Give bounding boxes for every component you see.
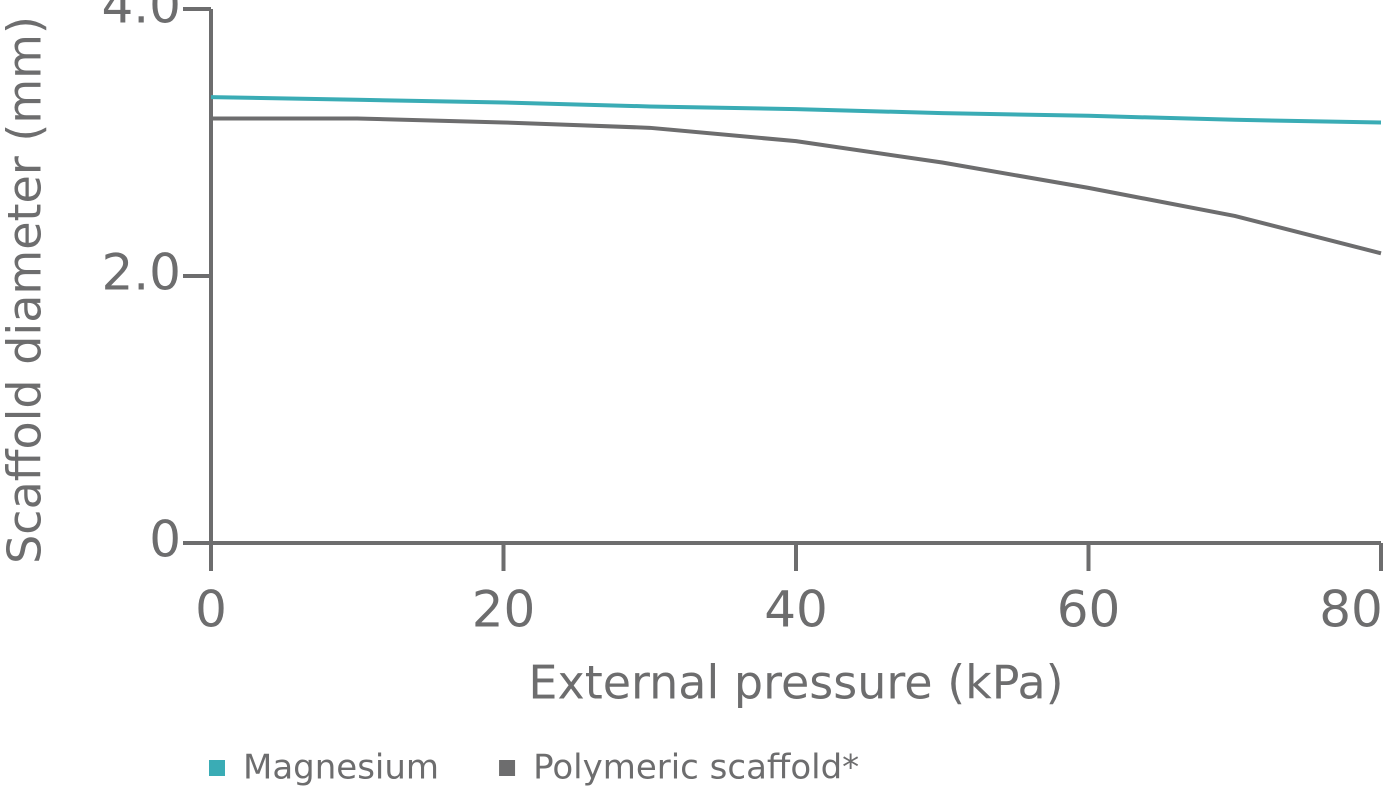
x-tick-label: 20: [472, 581, 536, 639]
legend-label: Polymeric scaffold*: [533, 748, 859, 788]
y-tick-label: 4.0: [101, 0, 181, 35]
x-axis-label: External pressure (kPa): [528, 656, 1063, 710]
legend-label: Magnesium: [243, 748, 439, 788]
y-tick-label: 2.0: [101, 244, 181, 302]
x-tick-label: 40: [764, 581, 828, 639]
x-tick-label: 80: [1319, 581, 1383, 639]
x-tick-label: 60: [1057, 581, 1121, 639]
legend-swatch: [209, 760, 225, 776]
series-line: [210, 95, 1382, 125]
x-tick-label: 0: [195, 581, 227, 639]
legend-swatch: [499, 760, 516, 776]
y-tick-label: 0: [149, 511, 181, 569]
y-axis-label: Scaffold diameter (mm): [0, 16, 52, 564]
series-line: [211, 116, 1382, 256]
